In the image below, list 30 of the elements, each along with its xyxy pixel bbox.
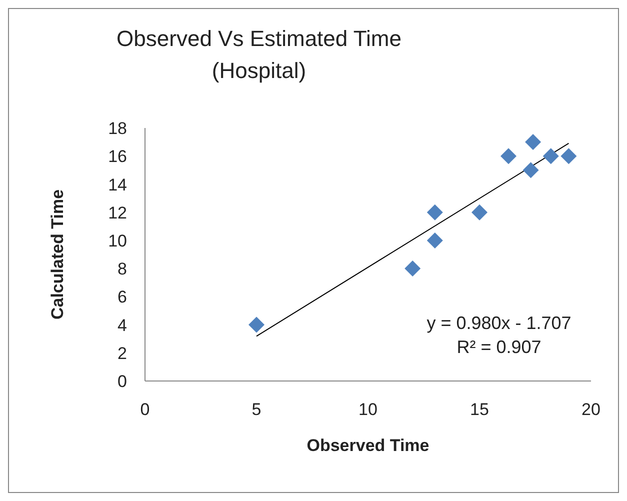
- x-tick-label: 15: [470, 400, 489, 420]
- y-tick-label: 2: [118, 344, 127, 363]
- x-tick-label: 20: [582, 400, 600, 420]
- chart-title: Observed Vs Estimated Time (Hospital): [116, 25, 402, 85]
- x-tick-label: 5: [252, 400, 262, 420]
- y-tick-label: 0: [118, 372, 127, 392]
- y-tick-label: 12: [108, 203, 127, 222]
- y-tick-label: 16: [108, 147, 127, 166]
- x-tick-label: 10: [358, 400, 378, 420]
- annotation: R² = 0.907: [456, 336, 542, 359]
- point: [472, 204, 488, 220]
- y-tick-label: 6: [118, 288, 127, 307]
- x-axis-title: Observed Time: [306, 436, 430, 455]
- y-axis-title: Calculated Time: [48, 189, 68, 320]
- y-tick-label: 8: [118, 260, 127, 279]
- y-tick-label: 18: [108, 119, 127, 138]
- point: [404, 260, 421, 277]
- point: [500, 148, 516, 164]
- point: [522, 162, 539, 178]
- y-tick-label: 10: [108, 231, 127, 250]
- y-tick-label: 14: [108, 175, 127, 194]
- point: [248, 316, 264, 333]
- point: [525, 134, 542, 150]
- point: [560, 148, 577, 164]
- point: [426, 232, 443, 248]
- annotation: y = 0.980x - 1.707: [426, 312, 572, 335]
- point: [542, 148, 559, 164]
- point: [426, 204, 443, 220]
- y-tick-label: 4: [118, 316, 127, 335]
- x-tick-label: 0: [140, 400, 150, 420]
